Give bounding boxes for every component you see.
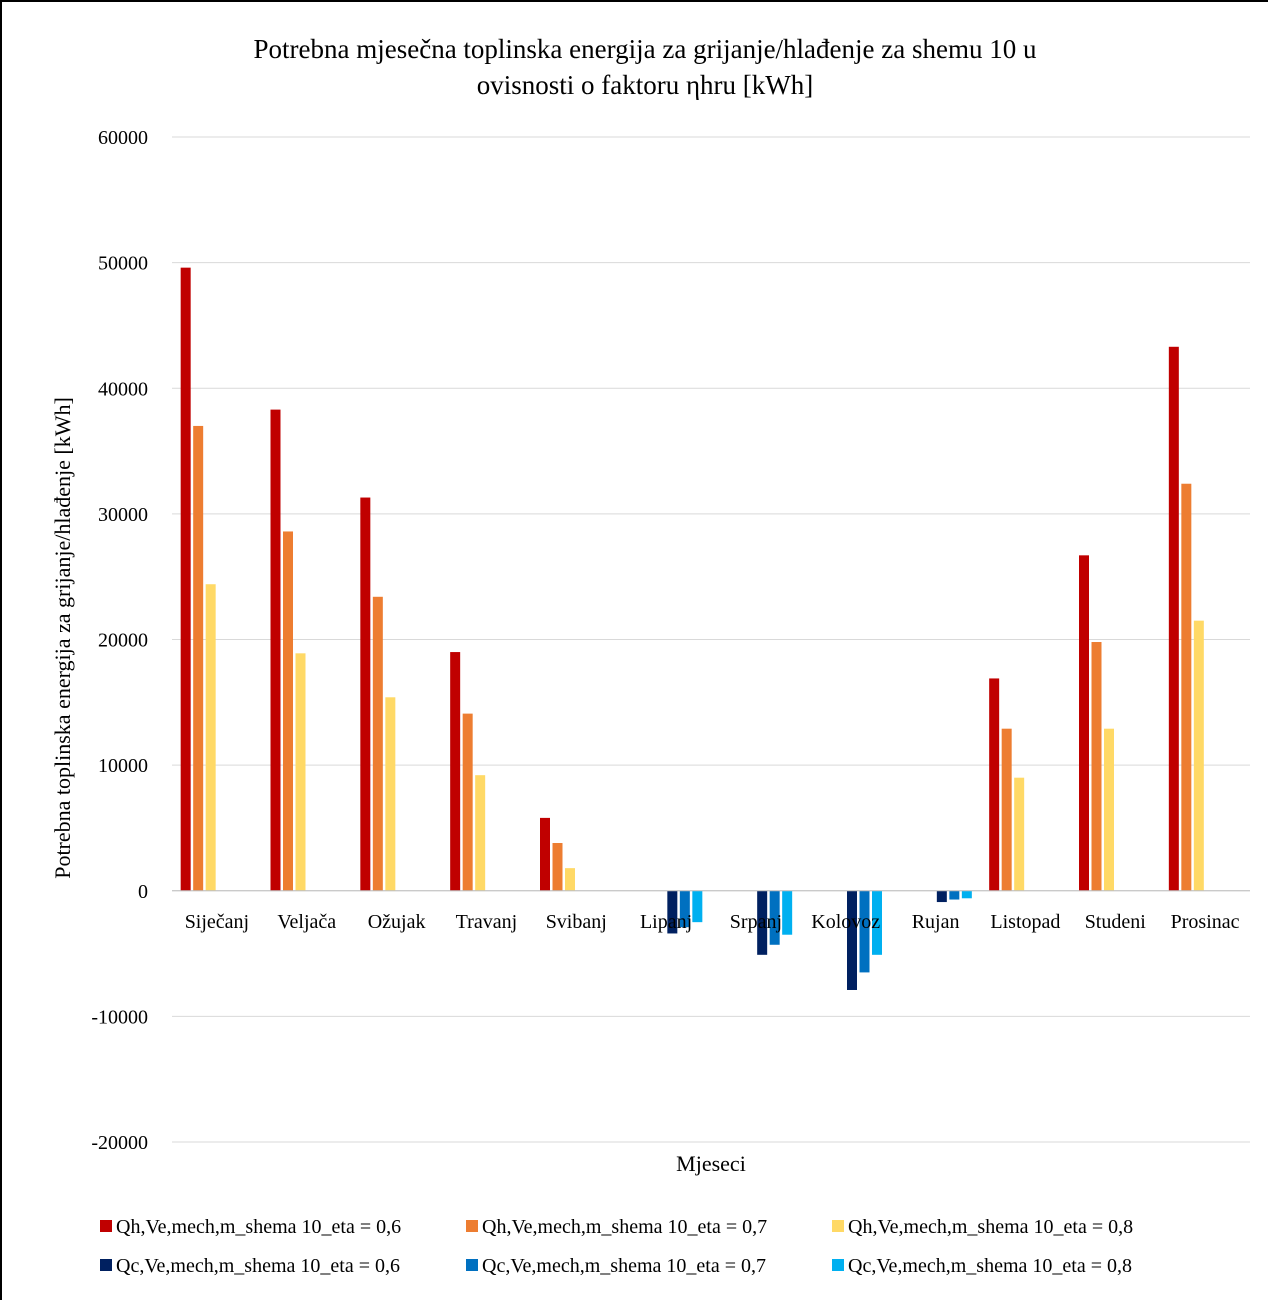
bar: [360, 497, 371, 891]
bar: [692, 890, 703, 923]
x-category-label: Srpanj: [730, 911, 782, 933]
x-category-label: Prosinac: [1171, 911, 1240, 933]
bar: [385, 697, 396, 891]
y-tick-label: -20000: [91, 1132, 148, 1154]
bar: [872, 890, 882, 955]
y-axis-title: Potrebna toplinska energija za grijanje/…: [50, 397, 75, 879]
bar: [1091, 642, 1102, 891]
bar: [936, 890, 947, 903]
bars: [180, 267, 1204, 990]
y-tick-label: 60000: [98, 127, 148, 149]
legend-swatch: [100, 1220, 112, 1232]
bar: [180, 267, 191, 891]
bar: [565, 868, 575, 891]
bar: [540, 817, 550, 891]
chart-title-line-2: ovisnosti o faktoru ηhru [kWh]: [477, 70, 814, 100]
bar: [769, 890, 780, 945]
y-tick-label: 40000: [98, 378, 148, 400]
x-category-label: Studeni: [1085, 911, 1147, 933]
x-category-label: Lipanj: [640, 911, 692, 933]
x-category-label: Siječanj: [185, 911, 249, 933]
bar: [961, 890, 972, 899]
bar: [205, 584, 216, 891]
bar: [1168, 346, 1179, 891]
legend-label: Qh,Ve,mech,m_shema 10_eta = 0,6: [116, 1216, 401, 1238]
chart-title-line-1: Potrebna mjesečna toplinska energija za …: [254, 34, 1037, 64]
x-category-label: Ožujak: [368, 911, 426, 933]
y-tick-label: 30000: [98, 504, 148, 526]
legend-label: Qh,Ve,mech,m_shema 10_eta = 0,7: [482, 1216, 767, 1238]
bar: [462, 713, 473, 891]
legend-swatch: [832, 1220, 844, 1232]
bar: [667, 890, 678, 934]
x-category-label: Svibanj: [546, 911, 607, 933]
bar: [859, 890, 870, 973]
bar: [847, 890, 857, 990]
y-tick-label: -10000: [91, 1006, 148, 1028]
y-tick-label: 50000: [98, 253, 148, 275]
legend-label: Qh,Ve,mech,m_shema 10_eta = 0,8: [848, 1216, 1133, 1238]
x-category-label: Rujan: [912, 911, 960, 933]
y-axis-ticks: -20000 -10000 0 10000 20000 30000 40000 50000 60…: [91, 127, 148, 1154]
bar: [1193, 620, 1204, 891]
bar: [1104, 728, 1114, 891]
y-tick-label: 20000: [98, 630, 148, 652]
y-tick-label: 0: [138, 881, 148, 903]
legend-label: Qc,Ve,mech,m_shema 10_eta = 0,6: [116, 1255, 400, 1277]
bar: [193, 425, 204, 891]
legend-swatch: [832, 1259, 844, 1271]
legend-swatch: [466, 1220, 478, 1232]
bar: [270, 409, 281, 891]
x-category-label: Kolovoz: [811, 911, 880, 933]
bar: [1014, 777, 1025, 891]
bar: [1001, 728, 1012, 891]
x-category-label: Veljača: [277, 911, 336, 933]
legend-swatch: [100, 1259, 112, 1271]
legend-label: Qc,Ve,mech,m_shema 10_eta = 0,7: [482, 1255, 766, 1277]
x-category-label: Travanj: [456, 911, 517, 933]
bar: [295, 653, 306, 891]
bar: [283, 531, 293, 891]
bar: [475, 775, 486, 891]
legend: Qh,Ve,mech,m_shema 10_eta = 0,6 Qh,Ve,mec…: [100, 1216, 1133, 1277]
bar: [989, 678, 1000, 891]
x-category-label: Listopad: [990, 911, 1060, 933]
bar: [552, 843, 563, 891]
bar: [1079, 555, 1089, 891]
x-axis-categories: Siječanj Veljača Ožujak Travanj Svibanj Lipan…: [185, 911, 1240, 933]
x-axis-title: Mjeseci: [676, 1151, 746, 1176]
legend-swatch: [466, 1259, 478, 1271]
bar: [949, 890, 960, 900]
y-tick-label: 10000: [98, 755, 148, 777]
bar: [782, 890, 793, 935]
legend-label: Qc,Ve,mech,m_shema 10_eta = 0,8: [848, 1255, 1132, 1277]
bar: [450, 652, 461, 891]
bar: [1181, 483, 1192, 891]
bar: [757, 890, 768, 955]
bar: [679, 890, 690, 928]
bar: [372, 596, 383, 891]
